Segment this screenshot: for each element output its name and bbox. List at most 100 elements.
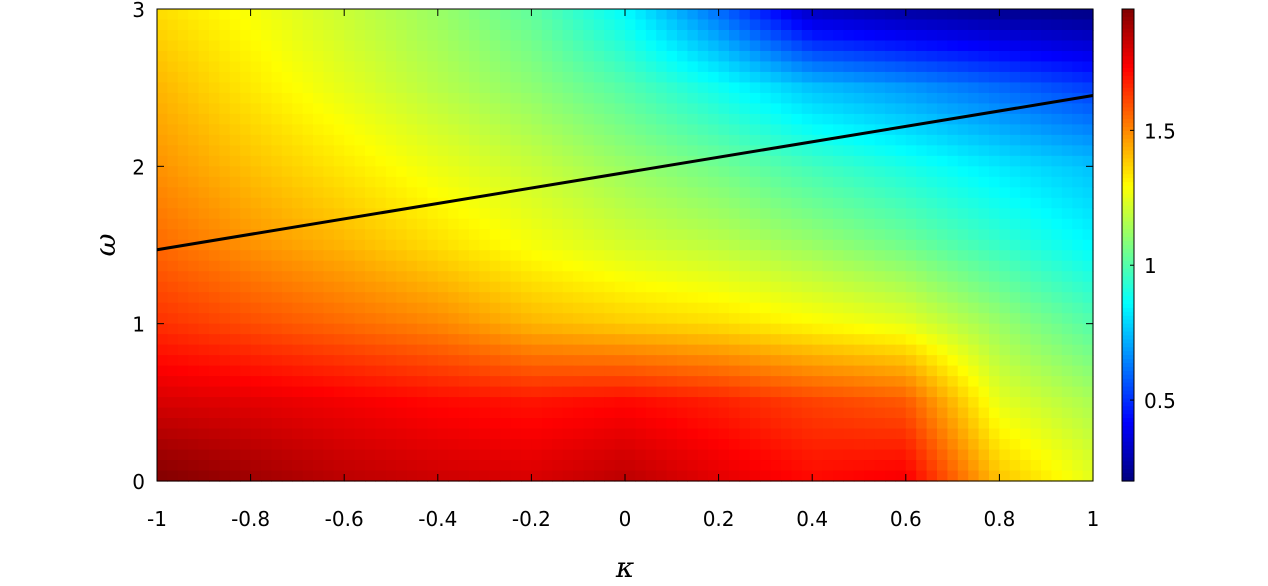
heatmap-cell (656, 418, 668, 430)
heatmap-cell (1072, 418, 1084, 430)
heatmap-cell (656, 365, 668, 377)
heatmap-cell (822, 229, 834, 241)
heatmap-cell (947, 449, 959, 461)
heatmap-cell (479, 250, 491, 262)
heatmap-cell (521, 386, 532, 398)
heatmap-cell (1061, 61, 1073, 73)
heatmap-cell (385, 407, 397, 419)
heatmap-cell (708, 397, 720, 409)
heatmap-cell (573, 208, 584, 220)
heatmap-cell (157, 61, 168, 73)
colorbar-segment (1122, 292, 1134, 297)
heatmap-cell (365, 92, 376, 104)
heatmap-cell (937, 418, 948, 430)
heatmap-cell (365, 334, 376, 346)
heatmap-cell (729, 187, 740, 199)
heatmap-cell (1020, 155, 1032, 167)
heatmap-cell (687, 407, 699, 419)
heatmap-cell (864, 428, 876, 440)
heatmap-cell (989, 470, 1000, 482)
heatmap-cell (749, 365, 761, 377)
heatmap-cell (375, 260, 387, 272)
heatmap-cell (458, 281, 470, 293)
heatmap-cell (853, 292, 865, 304)
heatmap-cell (916, 166, 928, 178)
heatmap-cell (656, 334, 668, 346)
heatmap-cell (677, 103, 688, 115)
heatmap-cell (1051, 460, 1063, 472)
heatmap-cell (885, 439, 896, 451)
heatmap-cell (604, 250, 616, 262)
heatmap-cell (261, 19, 272, 31)
heatmap-cell (396, 124, 408, 136)
heatmap-cell (188, 50, 200, 63)
heatmap-cell (219, 113, 231, 125)
heatmap-cell (157, 176, 168, 188)
heatmap-cell (677, 197, 688, 209)
heatmap-cell (895, 365, 907, 377)
heatmap-cell (853, 355, 865, 367)
heatmap-cell (968, 323, 980, 335)
heatmap-cell (791, 197, 803, 209)
heatmap-cell (1009, 376, 1021, 388)
heatmap-cell (625, 218, 636, 230)
heatmap-cell (437, 449, 449, 461)
heatmap-cell (916, 218, 928, 230)
heatmap-cell (469, 29, 480, 42)
heatmap-cell (573, 302, 584, 314)
heatmap-cell (687, 239, 699, 251)
heatmap-cell (1051, 145, 1063, 157)
heatmap-cell (552, 271, 564, 283)
heatmap-cell (323, 428, 335, 440)
heatmap-cell (385, 187, 397, 199)
heatmap-cell (708, 281, 720, 293)
heatmap-cell (604, 145, 616, 157)
heatmap-cell (916, 9, 928, 21)
heatmap-cell (666, 292, 678, 304)
heatmap-cell (749, 29, 761, 42)
heatmap-cell (500, 71, 512, 84)
heatmap-cell (292, 428, 304, 440)
heatmap-cell (937, 334, 948, 346)
heatmap-cell (874, 71, 886, 84)
heatmap-cell (1061, 176, 1073, 188)
heatmap-cell (531, 281, 543, 293)
heatmap-cell (209, 176, 220, 188)
heatmap-cell (874, 208, 886, 220)
heatmap-cell (864, 71, 876, 84)
heatmap-cell (905, 365, 917, 377)
heatmap-cell (458, 418, 470, 430)
heatmap-cell (760, 71, 772, 84)
heatmap-cell (323, 40, 335, 52)
heatmap-cell (749, 470, 761, 482)
heatmap-cell (469, 292, 480, 304)
heatmap-cell (1020, 271, 1032, 283)
heatmap-cell (209, 292, 220, 304)
heatmap-cell (583, 197, 595, 209)
heatmap-cell (1082, 355, 1094, 367)
heatmap-cell (448, 71, 460, 84)
heatmap-cell (874, 187, 886, 199)
heatmap-cell (209, 155, 220, 167)
heatmap-cell (344, 365, 356, 377)
heatmap-cell (1020, 260, 1032, 272)
heatmap-cell (583, 407, 595, 419)
heatmap-cell (822, 187, 834, 199)
heatmap-cell (635, 376, 647, 388)
heatmap-cell (354, 439, 366, 451)
heatmap-cell (1041, 229, 1052, 241)
heatmap-cell (1020, 50, 1032, 63)
heatmap-cell (718, 334, 730, 346)
heatmap-cell (874, 386, 886, 398)
heatmap-cell (427, 155, 439, 167)
heatmap-cell (375, 376, 387, 388)
heatmap-cell (489, 40, 501, 52)
heatmap-cell (437, 376, 449, 388)
heatmap-cell (510, 407, 522, 419)
heatmap-cell (656, 71, 668, 84)
heatmap-cell (250, 92, 262, 104)
heatmap-cell (583, 71, 595, 84)
heatmap-cell (593, 302, 605, 314)
heatmap-cell (947, 29, 959, 42)
heatmap-cell (510, 355, 522, 367)
